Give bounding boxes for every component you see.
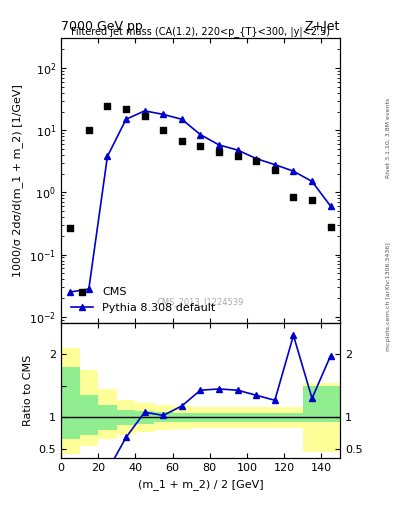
CMS <box>272 166 278 174</box>
Pythia 8.308 default <box>254 156 259 162</box>
Pythia 8.308 default <box>161 111 165 117</box>
CMS <box>309 196 315 204</box>
Legend: CMS, Pythia 8.308 default: CMS, Pythia 8.308 default <box>66 283 220 317</box>
CMS <box>216 148 222 156</box>
CMS <box>86 126 92 134</box>
CMS <box>160 126 166 134</box>
Pythia 8.308 default <box>328 203 333 209</box>
Y-axis label: Ratio to CMS: Ratio to CMS <box>23 355 33 426</box>
CMS <box>235 152 241 160</box>
Text: 7000 GeV pp: 7000 GeV pp <box>61 20 143 33</box>
X-axis label: (m_1 + m_2) / 2 [GeV]: (m_1 + m_2) / 2 [GeV] <box>138 479 263 489</box>
CMS <box>290 193 297 201</box>
Pythia 8.308 default <box>217 142 221 148</box>
Pythia 8.308 default <box>68 289 73 295</box>
CMS <box>104 101 110 110</box>
Text: mcplots.cern.ch [arXiv:1306.3436]: mcplots.cern.ch [arXiv:1306.3436] <box>386 243 391 351</box>
Pythia 8.308 default <box>235 147 240 153</box>
Pythia 8.308 default <box>180 116 184 122</box>
Pythia 8.308 default <box>291 168 296 174</box>
CMS <box>327 223 334 231</box>
Pythia 8.308 default <box>310 178 314 184</box>
Pythia 8.308 default <box>198 132 203 138</box>
CMS <box>67 224 73 232</box>
Line: Pythia 8.308 default: Pythia 8.308 default <box>67 108 334 295</box>
Title: Filtered jet mass (CA(1.2), 220<p_{T}<300, |y|<2.5): Filtered jet mass (CA(1.2), 220<p_{T}<30… <box>71 26 330 37</box>
Pythia 8.308 default <box>105 153 110 159</box>
CMS <box>179 137 185 145</box>
Pythia 8.308 default <box>272 162 277 168</box>
Pythia 8.308 default <box>124 116 129 122</box>
Pythia 8.308 default <box>142 108 147 114</box>
Text: Z+Jet: Z+Jet <box>305 20 340 33</box>
Text: Rivet 3.1.10, 3.8M events: Rivet 3.1.10, 3.8M events <box>386 98 391 178</box>
CMS <box>197 142 204 151</box>
CMS <box>123 105 129 113</box>
Pythia 8.308 default <box>86 286 91 292</box>
Y-axis label: 1000/σ 2dσ/d(m_1 + m_2) [1/GeV]: 1000/σ 2dσ/d(m_1 + m_2) [1/GeV] <box>13 84 24 277</box>
Text: CMS_2013_I1224539: CMS_2013_I1224539 <box>157 297 244 306</box>
CMS <box>253 157 259 165</box>
CMS <box>141 112 148 120</box>
